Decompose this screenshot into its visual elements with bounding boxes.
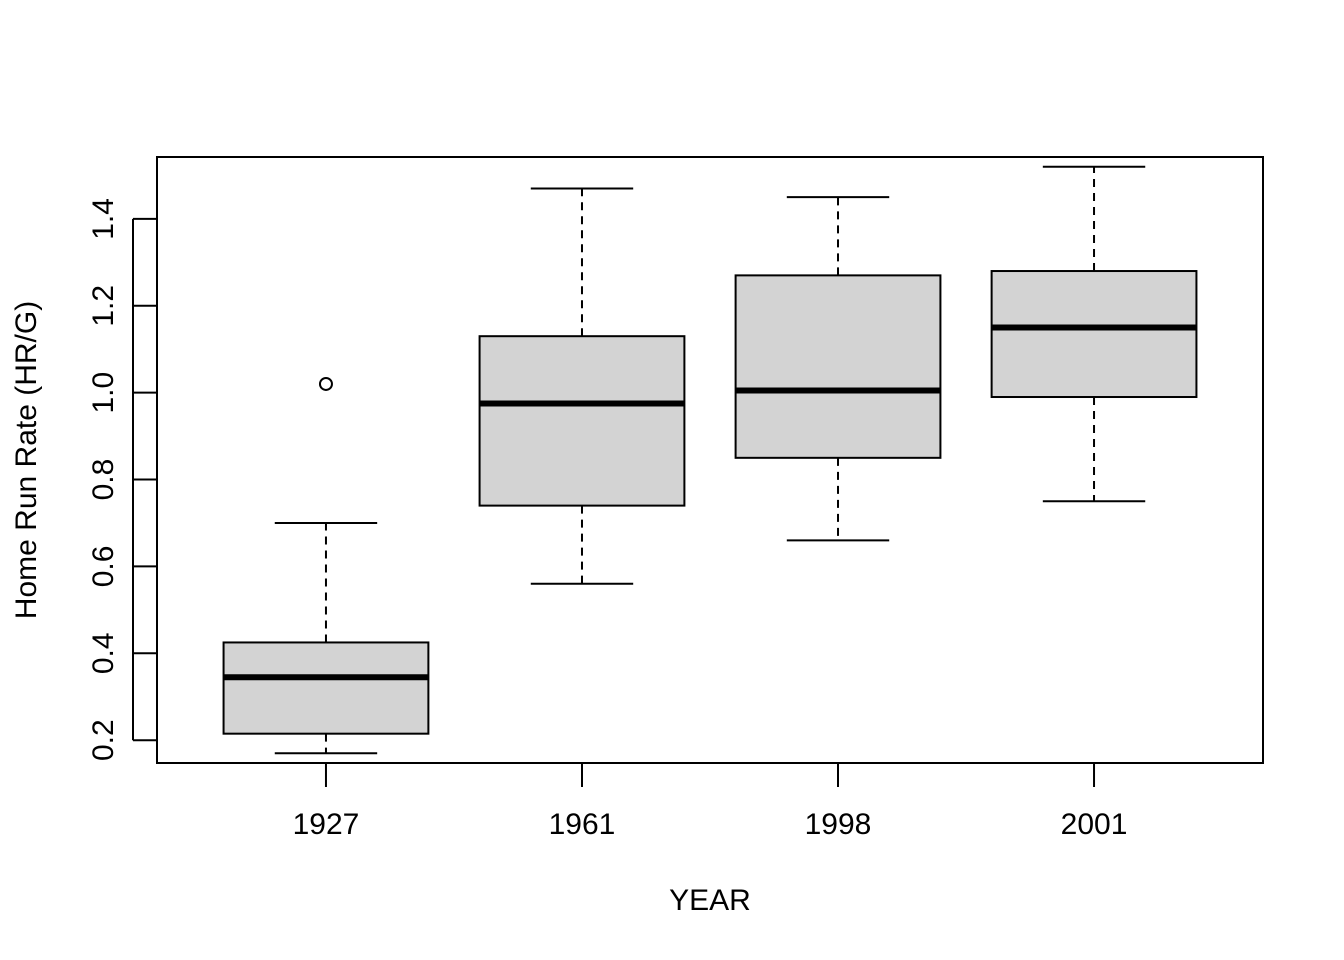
x-tick-label: 2001 [1061,808,1128,841]
box-iqr [478,335,686,507]
box-1998 [734,196,942,542]
x-axis: 1927 1961 1998 2001 [293,762,1128,841]
x-tick-label: 1998 [805,808,872,841]
x-tick-label: 1961 [549,808,616,841]
boxes [222,165,1198,755]
y-tick-label: 1.0 [87,372,120,414]
y-axis: 0.2 0.4 0.6 0.8 1.0 1.2 1.4 [87,198,157,761]
x-tick-label: 1927 [293,808,360,841]
box-2001 [990,165,1198,503]
y-tick-label: 0.2 [87,719,120,761]
box-1927 [222,376,430,755]
box-iqr [222,641,430,735]
x-axis-title: YEAR [669,884,751,917]
y-tick-label: 0.4 [87,632,120,674]
y-tick-label: 0.8 [87,459,120,501]
y-axis-title: Home Run Rate (HR/G) [10,301,43,619]
box-iqr [990,270,1198,399]
box-iqr [734,274,942,459]
y-tick-label: 1.2 [87,285,120,327]
y-tick-label: 0.6 [87,546,120,588]
outlier-point [318,376,333,391]
box-1961 [478,187,686,585]
y-tick-label: 1.4 [87,198,120,240]
